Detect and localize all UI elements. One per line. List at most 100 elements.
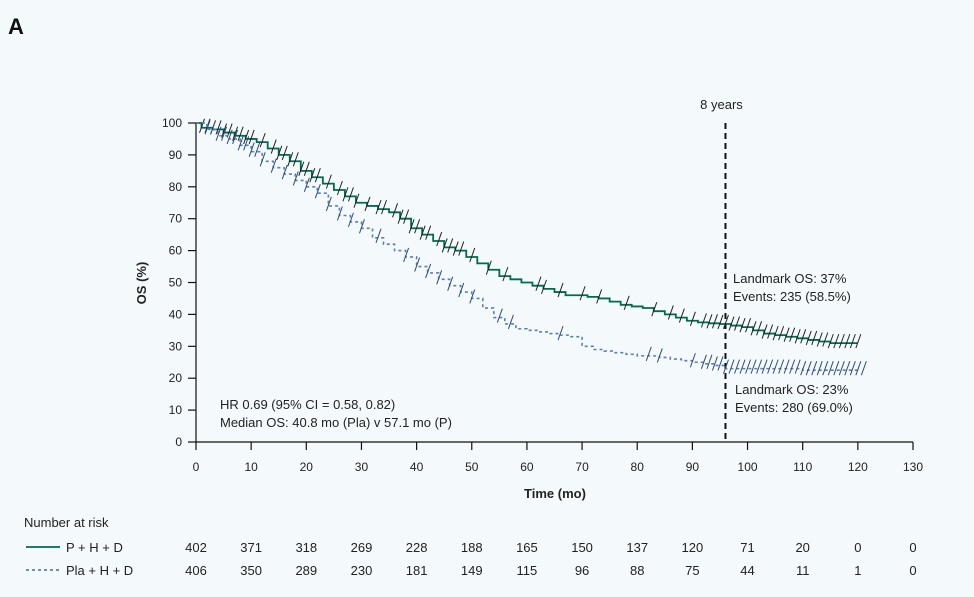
censor-mark xyxy=(243,136,250,151)
x-tick-label: 30 xyxy=(355,460,369,474)
risk-value: 289 xyxy=(295,563,317,578)
censor-mark xyxy=(750,321,757,336)
y-tick-label: 10 xyxy=(169,403,183,417)
x-tick-label: 130 xyxy=(903,460,923,474)
x-tick-label: 10 xyxy=(244,460,258,474)
risk-value: 228 xyxy=(406,540,428,555)
censor-mark xyxy=(833,333,840,349)
censor-mark xyxy=(248,142,255,157)
y-tick-label: 60 xyxy=(169,244,183,258)
censor-mark xyxy=(700,313,707,328)
survival-curves xyxy=(196,118,867,376)
risk-table: Number at risk P + H + D 402 371 318 269 228 1… xyxy=(24,515,917,578)
y-axis-title: OS (%) xyxy=(134,262,149,305)
censor-mark xyxy=(347,212,354,228)
censor-mark xyxy=(728,359,735,374)
x-tick-label: 100 xyxy=(738,460,758,474)
censor-mark xyxy=(656,348,663,363)
y-tick-label: 100 xyxy=(162,116,182,130)
censor-mark xyxy=(325,196,332,212)
x-tick-label: 50 xyxy=(465,460,479,474)
censor-mark xyxy=(645,346,652,362)
censor-mark xyxy=(822,361,829,376)
pla-landmark-annotation: Landmark OS: 23% xyxy=(735,382,849,397)
risk-value: 230 xyxy=(351,563,373,578)
censor-mark xyxy=(800,361,807,376)
censor-mark xyxy=(805,330,812,346)
y-tick-label: 50 xyxy=(169,276,183,290)
censor-mark xyxy=(827,361,834,376)
y-tick-label: 40 xyxy=(169,307,183,321)
risk-value: 11 xyxy=(796,563,810,578)
risk-value: 120 xyxy=(682,540,704,555)
y-tick-label: 0 xyxy=(175,435,182,449)
censor-mark xyxy=(458,241,465,256)
censor-mark xyxy=(557,282,564,298)
censor-mark xyxy=(838,333,845,349)
y-tick-label: 90 xyxy=(169,148,183,162)
censor-mark xyxy=(469,289,476,304)
censor-mark xyxy=(794,359,801,374)
censor-mark xyxy=(761,324,768,339)
censor-mark xyxy=(419,225,426,240)
censor-mark xyxy=(855,361,862,376)
censor-mark xyxy=(215,120,222,135)
censor-mark xyxy=(783,327,790,342)
censor-mark xyxy=(789,359,796,374)
censor-mark xyxy=(353,193,360,208)
y-axis: 0 10 20 30 40 50 60 70 80 90 100 xyxy=(162,116,197,449)
censor-mark xyxy=(270,158,277,173)
censor-mark xyxy=(336,180,343,196)
risk-value: 406 xyxy=(185,563,207,578)
censor-mark xyxy=(375,228,382,244)
censor-mark xyxy=(447,276,454,291)
censor-mark xyxy=(811,361,818,376)
reference-line-group: 8 years xyxy=(700,97,743,442)
censor-mark xyxy=(706,354,713,370)
risk-value: 150 xyxy=(571,540,593,555)
risk-row-label: P + H + D xyxy=(66,540,123,555)
censor-mark xyxy=(860,361,867,376)
censor-mark xyxy=(789,327,796,342)
censor-mark xyxy=(794,329,801,344)
censor-mark xyxy=(678,308,685,323)
censor-mark xyxy=(772,325,779,341)
censor-mark xyxy=(745,317,752,333)
censor-mark xyxy=(579,286,586,301)
risk-value: 269 xyxy=(351,540,373,555)
risk-value: 96 xyxy=(575,563,589,578)
risk-value: 0 xyxy=(909,540,916,555)
censor-mark xyxy=(403,209,410,224)
p-landmark-annotation: Landmark OS: 37% xyxy=(733,271,847,286)
risk-value: 318 xyxy=(295,540,317,555)
censor-mark xyxy=(232,129,239,145)
censor-mark xyxy=(325,174,332,189)
x-tick-label: 0 xyxy=(193,460,200,474)
censor-mark xyxy=(281,164,288,180)
annotations: HR 0.69 (95% CI = 0.58, 0.82) Median OS:… xyxy=(220,271,853,430)
censor-mark xyxy=(540,279,547,295)
risk-value: 371 xyxy=(240,540,262,555)
censor-mark xyxy=(811,330,818,346)
risk-value: 402 xyxy=(185,540,207,555)
risk-value: 115 xyxy=(517,563,538,578)
censor-mark xyxy=(689,311,696,326)
risk-value: 137 xyxy=(626,540,648,555)
censor-mark xyxy=(276,145,283,161)
censor-mark xyxy=(805,361,812,376)
censor-mark xyxy=(381,199,387,215)
censor-mark xyxy=(689,353,696,368)
pla-events-annotation: Events: 280 (69.0%) xyxy=(735,400,853,415)
x-axis-title: Time (mo) xyxy=(524,486,586,501)
risk-row-label: Pla + H + D xyxy=(66,563,133,578)
censor-mark xyxy=(496,308,503,323)
risk-value: 71 xyxy=(740,540,754,555)
censor-mark xyxy=(723,359,729,374)
censor-mark xyxy=(700,354,707,370)
censor-mark xyxy=(485,260,492,275)
risk-value: 165 xyxy=(516,540,538,555)
censor-mark xyxy=(441,238,448,253)
censor-mark xyxy=(414,219,421,234)
censor-mark xyxy=(734,359,740,374)
